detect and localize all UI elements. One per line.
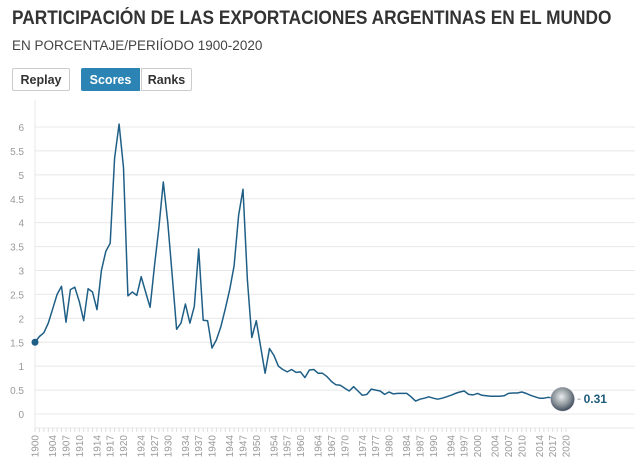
series-line [34, 123, 562, 402]
x-tick-label: 2020 [562, 435, 573, 458]
x-tick-label: 1980 [385, 435, 396, 458]
chart-title: PARTICIPACIÓN DE LAS EXPORTACIONES ARGEN… [12, 8, 612, 29]
x-tick-label: 2007 [504, 435, 515, 458]
y-tick-label: 0 [18, 410, 24, 421]
y-tick-label: 4 [18, 219, 24, 230]
y-tick-label: 5.5 [10, 147, 24, 158]
replay-button[interactable]: Replay [12, 68, 70, 91]
x-tick-label: 1930 [163, 435, 174, 458]
x-tick-label: 1974 [358, 435, 369, 458]
x-tick-label: 1920 [119, 435, 130, 458]
x-tick-label: 1950 [252, 435, 263, 458]
x-tick-label: 1900 [31, 435, 42, 458]
y-tick-label: 5 [18, 171, 24, 182]
x-tick-label: 2000 [473, 435, 484, 458]
x-tick-label: 1970 [340, 435, 351, 458]
x-tick-label: 1944 [225, 435, 236, 458]
x-tick-label: 1964 [314, 435, 325, 458]
data-point [31, 338, 39, 346]
x-tick-label: 2014 [535, 435, 546, 458]
y-tick-label: 1 [18, 362, 24, 373]
y-tick-label: 4.5 [10, 195, 24, 206]
x-tick-label: 1977 [371, 435, 382, 458]
y-tick-label: 0.5 [10, 386, 24, 397]
x-tick-label: 1960 [296, 435, 307, 458]
x-tick-label: 2004 [491, 435, 502, 458]
x-tick-label: 1937 [194, 435, 205, 458]
x-tick-label: 1927 [150, 435, 161, 458]
y-tick-label: 3 [18, 267, 24, 278]
y-tick-label: 1.5 [10, 338, 24, 349]
y-tick-label: 2.5 [10, 290, 24, 301]
x-tick-label: 1914 [92, 435, 103, 458]
x-tick-label: 1924 [137, 435, 148, 458]
chart-subtitle: EN PORCENTAJE/PERIÍODO 1900-2020 [12, 38, 263, 53]
x-tick-label: 1917 [106, 435, 117, 458]
x-tick-label: 1984 [402, 435, 413, 458]
x-tick-label: 2017 [548, 435, 559, 458]
x-tick-label: 1907 [61, 435, 72, 458]
x-tick-label: 1957 [283, 435, 294, 458]
x-tick-label: 1947 [238, 435, 249, 458]
x-tick-label: 1910 [75, 435, 86, 458]
end-value-label: 0.31 [584, 392, 608, 406]
x-tick-label: 1967 [327, 435, 338, 458]
scores-toggle[interactable]: Scores [81, 68, 140, 91]
x-tick-label: 1987 [415, 435, 426, 458]
x-tick-label: 1904 [48, 435, 59, 458]
x-tick-label: 1940 [208, 435, 219, 458]
banknote-portrait-icon [550, 386, 575, 412]
x-tick-label: 1997 [460, 435, 471, 458]
x-tick-label: 1990 [429, 435, 440, 458]
x-tick-label: 1954 [269, 435, 280, 458]
ranks-toggle[interactable]: Ranks [141, 68, 192, 91]
y-tick-label: 2 [18, 314, 24, 325]
x-tick-label: 2010 [517, 435, 528, 458]
x-tick-label: 1994 [446, 435, 457, 458]
y-tick-label: 3.5 [10, 243, 24, 254]
x-tick-label: 1934 [181, 435, 192, 458]
y-tick-label: 6 [18, 123, 24, 134]
